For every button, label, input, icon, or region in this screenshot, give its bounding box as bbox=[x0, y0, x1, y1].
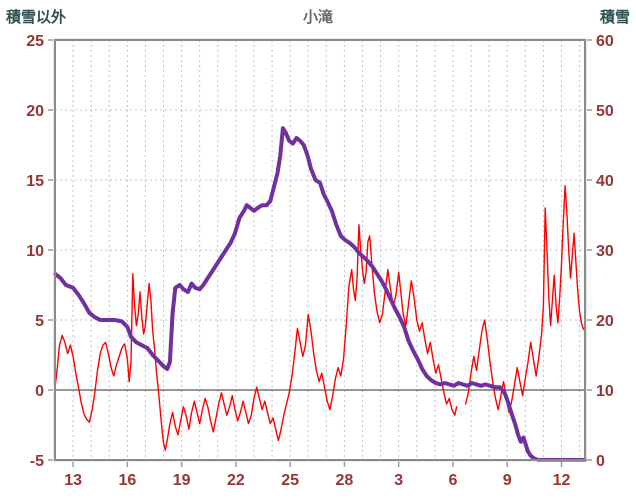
sekisetsu-purple-line bbox=[53, 126, 587, 462]
x-tick-label: 13 bbox=[64, 472, 82, 489]
sekisetsu-igai-red-line bbox=[54, 184, 586, 451]
y-left-tick-label: 10 bbox=[26, 243, 44, 260]
x-tick-label: 16 bbox=[118, 472, 136, 489]
y-right-tick-label: 0 bbox=[596, 453, 605, 470]
y-left-tick-label: 0 bbox=[35, 383, 44, 400]
chart-title: 小滝 bbox=[302, 9, 333, 26]
x-tick-label: 6 bbox=[448, 472, 457, 489]
y-left-tick-label: 20 bbox=[26, 103, 44, 120]
y-right-tick-label: 20 bbox=[596, 313, 614, 330]
plot-border bbox=[54, 39, 586, 461]
y-left-tick-label: 25 bbox=[26, 33, 44, 50]
x-tick-label: 25 bbox=[281, 472, 299, 489]
x-tick-label: 3 bbox=[394, 472, 403, 489]
y-left-tick-label: 15 bbox=[26, 173, 44, 190]
y-right-tick-label: 10 bbox=[596, 383, 614, 400]
y-left-tick-label: -5 bbox=[30, 453, 44, 470]
x-tick-label: 28 bbox=[336, 472, 354, 489]
y-left-tick-label: 5 bbox=[35, 313, 44, 330]
x-tick-label: 12 bbox=[553, 472, 571, 489]
left-axis-unit-label: 積雪以外 bbox=[6, 9, 67, 26]
right-axis-unit-label: 積雪 bbox=[599, 9, 630, 26]
x-tick-label: 22 bbox=[227, 472, 245, 489]
y-right-tick-label: 60 bbox=[596, 33, 614, 50]
x-tick-label: 19 bbox=[173, 472, 191, 489]
x-tick-label: 9 bbox=[503, 472, 512, 489]
y-right-tick-label: 50 bbox=[596, 103, 614, 120]
y-right-tick-label: 30 bbox=[596, 243, 614, 260]
y-right-tick-label: 40 bbox=[596, 173, 614, 190]
